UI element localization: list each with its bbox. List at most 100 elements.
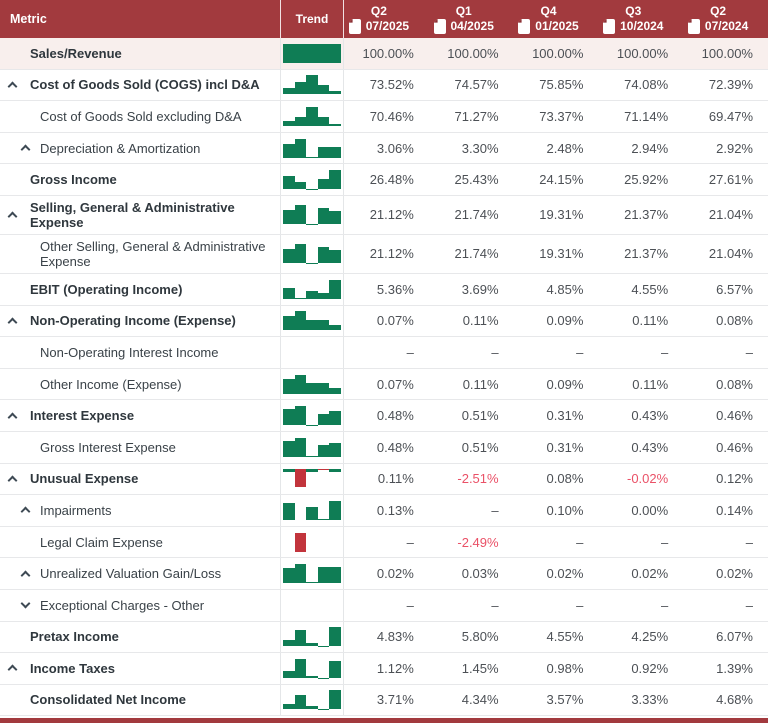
metric-cell[interactable]: EBIT (Operating Income) [0, 274, 280, 305]
metric-cell[interactable]: Cost of Goods Sold excluding D&A [0, 101, 280, 132]
spark-bar-negative [295, 469, 307, 487]
column-header-quarter[interactable]: Q1 04/2025 [429, 0, 514, 38]
column-header-quarter[interactable]: Q3 10/2024 [598, 0, 683, 38]
metric-cell[interactable]: Legal Claim Expense [0, 527, 280, 558]
spark-slot [306, 627, 318, 646]
trend-sparkline [283, 501, 341, 520]
value-text: 0.02% [631, 566, 668, 581]
value-cell: 0.10% [514, 495, 599, 526]
metric-cell[interactable]: Other Income (Expense) [0, 369, 280, 400]
spark-slot [295, 659, 307, 678]
value-cell: 74.08% [598, 70, 683, 101]
spark-slot [318, 280, 330, 299]
column-header-metric: Metric [0, 0, 280, 38]
document-icon[interactable] [688, 19, 700, 34]
metric-cell[interactable]: Income Taxes [0, 653, 280, 684]
metric-cell[interactable]: Pretax Income [0, 622, 280, 653]
spark-slot [329, 533, 341, 552]
metric-cell[interactable]: Other Selling, General & Administrative … [0, 235, 280, 273]
document-icon[interactable] [349, 19, 361, 34]
metric-cell[interactable]: Exceptional Charges - Other [0, 590, 280, 621]
spark-bar-positive [318, 293, 330, 299]
spark-bar-positive [318, 414, 330, 425]
chevron-up-icon[interactable] [8, 411, 18, 421]
trend-cell [280, 495, 344, 526]
value-text: 21.12% [370, 207, 414, 222]
spark-slot [306, 170, 318, 189]
metric-cell[interactable]: Cost of Goods Sold (COGS) incl D&A [0, 70, 280, 101]
value-cell: 21.37% [598, 196, 683, 234]
value-text: 26.48% [370, 172, 414, 187]
spark-slot [318, 690, 330, 709]
value-cell: 3.57% [514, 685, 599, 716]
spark-slot [295, 280, 307, 299]
spark-slot [329, 438, 341, 457]
value-text: 0.11% [632, 377, 668, 392]
chevron-up-icon[interactable] [8, 210, 18, 220]
spark-slot [306, 244, 318, 263]
metric-cell[interactable]: Impairments [0, 495, 280, 526]
spark-slot [318, 627, 330, 646]
quarter-label: Q2 [371, 5, 387, 18]
column-header-quarter[interactable]: Q2 07/2025 [344, 0, 429, 38]
spark-slot [318, 438, 330, 457]
table-row: Unrealized Valuation Gain/Loss 0.02%0.03… [0, 558, 768, 590]
spark-bar-positive [283, 379, 295, 393]
value-cell: 0.13% [344, 495, 429, 526]
table-row: Depreciation & Amortization 3.06%3.30%2.… [0, 133, 768, 165]
document-icon[interactable] [518, 19, 530, 34]
value-cell: – [344, 527, 429, 558]
chevron-up-icon[interactable] [21, 143, 31, 153]
chevron-up-icon[interactable] [21, 505, 31, 515]
value-text: 6.07% [716, 629, 753, 644]
column-header-quarter[interactable]: Q2 07/2024 [683, 0, 768, 38]
metric-cell[interactable]: Non-Operating Interest Income [0, 337, 280, 368]
column-header-quarter[interactable]: Q4 01/2025 [514, 0, 599, 38]
document-icon[interactable] [434, 19, 446, 34]
value-text: 0.12% [716, 471, 753, 486]
chevron-up-icon[interactable] [8, 474, 18, 484]
metric-cell[interactable]: Depreciation & Amortization [0, 133, 280, 164]
value-cell: 100.00% [514, 38, 599, 69]
document-icon[interactable] [603, 19, 615, 34]
spark-slot [295, 469, 307, 488]
spark-slot [329, 107, 341, 126]
metric-label: Interest Expense [30, 408, 134, 423]
value-text: 100.00% [617, 46, 668, 61]
chevron-up-icon[interactable] [8, 663, 18, 673]
value-cell: 74.57% [429, 70, 514, 101]
metric-cell[interactable]: Non-Operating Income (Expense) [0, 306, 280, 337]
trend-sparkline [283, 627, 341, 646]
value-text: 0.51% [462, 440, 499, 455]
spark-slot [295, 44, 307, 63]
quarter-label: Q1 [456, 5, 472, 18]
spark-bar-positive [306, 425, 318, 426]
metric-cell[interactable]: Sales/Revenue [0, 38, 280, 69]
value-cell: – [683, 527, 768, 558]
metric-cell[interactable]: Interest Expense [0, 400, 280, 431]
spark-bar-positive [306, 263, 318, 264]
table-row: Legal Claim Expense –-2.49%––– [0, 527, 768, 559]
metric-label: Gross Income [30, 172, 117, 187]
spark-bar-positive [329, 627, 341, 646]
trend-cell [280, 164, 344, 195]
value-cell: 71.27% [429, 101, 514, 132]
chevron-up-icon[interactable] [8, 316, 18, 326]
metric-cell[interactable]: Gross Interest Expense [0, 432, 280, 463]
metric-cell[interactable]: Unrealized Valuation Gain/Loss [0, 558, 280, 589]
metric-cell[interactable]: Unusual Expense [0, 464, 280, 495]
value-text: 0.92% [631, 661, 668, 676]
trend-cell [280, 558, 344, 589]
chevron-up-icon[interactable] [8, 80, 18, 90]
value-cell: 6.57% [683, 274, 768, 305]
chevron-down-icon[interactable] [21, 600, 31, 610]
chevron-up-icon[interactable] [21, 569, 31, 579]
spark-slot [283, 690, 295, 709]
metric-cell[interactable]: Gross Income [0, 164, 280, 195]
metric-cell[interactable]: Selling, General & Administrative Expens… [0, 196, 280, 234]
value-cell: – [429, 337, 514, 368]
spark-bar-positive [295, 695, 307, 709]
value-text: 0.31% [547, 440, 584, 455]
metric-cell[interactable]: Consolidated Net Income [0, 685, 280, 716]
